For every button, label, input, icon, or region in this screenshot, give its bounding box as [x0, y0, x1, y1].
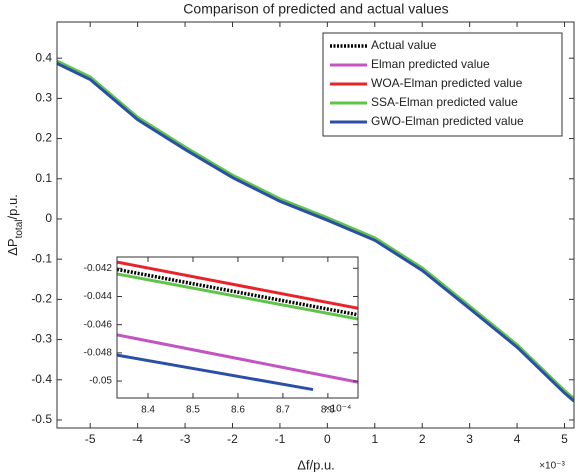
x-tick-label: -2 [227, 432, 238, 446]
x-exponent-label: ×10⁻⁴ [325, 404, 352, 415]
y-axis-label: ΔPtotal/p.u. [5, 194, 25, 256]
y-tick-label: -0.4 [31, 372, 52, 386]
y-tick-label: -0.046 [84, 319, 113, 330]
series-line [117, 333, 358, 384]
series-line [117, 267, 358, 317]
series-line [57, 62, 574, 403]
legend-label: Actual value [371, 38, 437, 52]
x-tick-label: 8.6 [231, 405, 245, 416]
y-tick-label: 0.3 [35, 91, 52, 105]
x-tick-label: -5 [85, 432, 96, 446]
y-tick-label: -0.05 [89, 376, 112, 387]
y-tick-label: -0.5 [31, 412, 52, 426]
y-axis-label-part: /p.u. [5, 194, 20, 219]
axes-box [56, 21, 575, 429]
x-tick-label: 1 [371, 432, 378, 446]
x-tick-label: 5 [561, 432, 568, 446]
y-tick-label: -0.044 [84, 291, 113, 302]
x-tick-label: 2 [419, 432, 426, 446]
series-line [117, 272, 358, 321]
series-line [57, 59, 574, 400]
x-tick-label: 0 [324, 432, 331, 446]
y-tick-label: 0 [45, 211, 52, 225]
series-line [117, 353, 314, 392]
y-tick-label: -0.3 [31, 332, 52, 346]
y-tick-label: -0.048 [84, 348, 113, 359]
y-tick-label: -0.2 [31, 292, 52, 306]
series-line [117, 260, 358, 310]
x-tick-label: -1 [275, 432, 286, 446]
x-tick-label: 8.8 [321, 405, 335, 416]
y-tick-label: 0.1 [35, 171, 52, 185]
y-tick-label: 0.4 [35, 50, 52, 64]
x-tick-label: 4 [514, 432, 521, 446]
x-tick-label: 3 [466, 432, 473, 446]
x-tick-label: 8.5 [186, 405, 200, 416]
y-tick-label: -0.1 [31, 251, 52, 265]
y-axis-label-sub: total [14, 220, 25, 239]
x-tick-label: 8.7 [276, 405, 290, 416]
chart-title: Comparison of predicted and actual value… [183, 1, 448, 17]
x-exponent-label: ×10⁻³ [539, 461, 565, 472]
y-tick-label: 0.2 [35, 131, 52, 145]
legend-label: WOA-Elman predicted value [371, 76, 523, 90]
x-axis-label: Δf/p.u. [297, 457, 335, 472]
legend-label: Elman predicted value [371, 57, 490, 71]
x-tick-label: -3 [180, 432, 191, 446]
legend-label: GWO-Elman predicted value [371, 114, 524, 128]
x-tick-label: 8.4 [141, 405, 155, 416]
y-tick-label: -0.042 [84, 263, 113, 274]
y-axis-label-part: ΔP [5, 238, 20, 255]
x-tick-label: -4 [132, 432, 143, 446]
legend-label: SSA-Elman predicted value [371, 95, 518, 109]
